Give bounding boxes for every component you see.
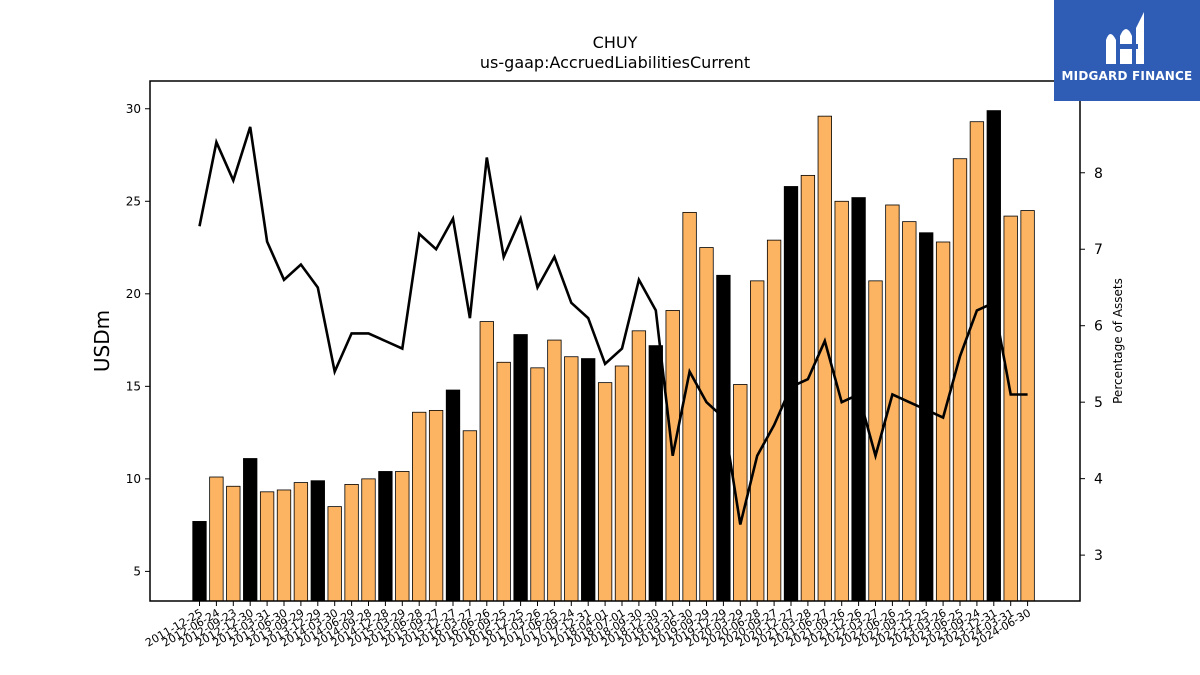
bar (192, 521, 207, 602)
bar (428, 409, 444, 602)
y-tick-label: 30 (126, 102, 141, 116)
y2-tick-label: 6 (1094, 319, 1103, 335)
percentage-line (198, 126, 1028, 525)
bar (243, 458, 258, 602)
y2-tick-label: 5 (1094, 395, 1103, 411)
bar (1020, 210, 1035, 602)
bar (986, 110, 1001, 602)
bar (310, 480, 325, 602)
bar (750, 280, 765, 602)
bar (344, 484, 359, 602)
x-axis-ticks: 2011-12-252012-06-242012-09-232012-12-30… (143, 601, 1033, 650)
bar (614, 365, 630, 602)
y-tick-label: 25 (126, 194, 141, 208)
bar (564, 356, 579, 602)
bar (952, 158, 968, 602)
y-tick-label: 15 (126, 379, 141, 393)
bar (597, 382, 613, 602)
bar (766, 239, 782, 602)
bar (530, 367, 545, 602)
bar (496, 361, 511, 602)
bar (935, 241, 951, 602)
bar (293, 482, 309, 602)
bar (479, 321, 494, 602)
y2-tick-label: 8 (1094, 166, 1103, 182)
y-tick-label: 20 (126, 287, 141, 301)
y-axis-label: USDm (90, 310, 114, 372)
y2-tick-label: 7 (1094, 242, 1103, 258)
bar (716, 274, 731, 602)
y2-axis-label: Percentage of Assets (1111, 278, 1125, 404)
bar (648, 345, 663, 602)
brand-logo: MIDGARD FINANCE (1054, 0, 1200, 101)
bar (902, 221, 917, 602)
bar (919, 232, 934, 602)
y-tick-label: 10 (126, 472, 141, 486)
bar (969, 121, 985, 602)
bar (276, 489, 292, 602)
chart-title: CHUY (593, 33, 638, 52)
bar (378, 471, 393, 602)
bar (209, 476, 224, 602)
y-tick-label: 5 (133, 564, 141, 578)
bar (547, 339, 562, 602)
bar (581, 358, 596, 602)
bar (513, 334, 528, 602)
bar (462, 430, 478, 602)
plot-frame (149, 80, 1081, 602)
bar (682, 211, 697, 602)
y2-axis-ticks: 3 4 5 6 7 8 (1080, 166, 1103, 564)
bar (259, 491, 275, 602)
bar (327, 506, 342, 602)
bar (699, 247, 714, 602)
bar (783, 186, 799, 602)
bar (631, 330, 647, 602)
bar (395, 471, 410, 602)
bar (412, 411, 427, 602)
y-axis-ticks: 5 10 15 20 25 30 (126, 102, 150, 578)
bar (445, 389, 461, 602)
logo-mark-icon (1106, 12, 1144, 64)
brand-name: MIDGARD FINANCE (1061, 69, 1193, 83)
bar (361, 478, 376, 602)
y2-tick-label: 4 (1094, 472, 1103, 488)
bar (885, 204, 900, 602)
chart-subtitle: us-gaap:AccruedLiabilitiesCurrent (480, 53, 750, 72)
y2-tick-label: 3 (1094, 548, 1103, 564)
bar (226, 485, 241, 602)
bar (1003, 215, 1018, 602)
bar (800, 174, 816, 602)
